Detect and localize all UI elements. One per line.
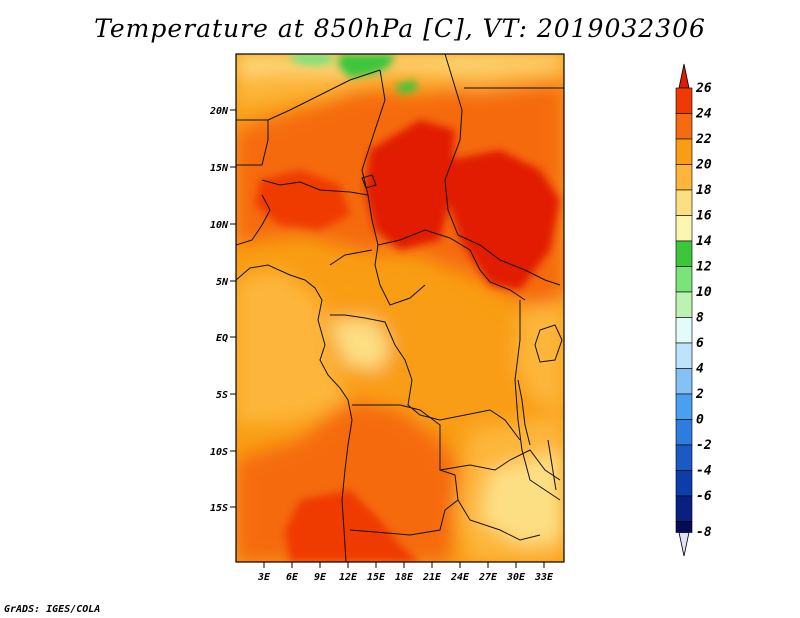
- colorbar-label: 14: [696, 234, 712, 249]
- colorbar-segment: [675, 444, 693, 471]
- colorbar-segment: [675, 291, 693, 318]
- colorbar-label: 4: [696, 362, 704, 377]
- colorbar-label: -8: [696, 525, 712, 540]
- lon-label-18e: 18E: [395, 572, 414, 583]
- latitude-axis: 20N 15N 10N 5N EQ 5S 10S 15S: [209, 106, 236, 514]
- coastline-west: [236, 264, 353, 562]
- border-angola: [349, 404, 459, 536]
- lake-chad: [361, 174, 377, 189]
- lat-label-15s: 15S: [210, 503, 228, 514]
- border-congo: [330, 314, 521, 441]
- colorbar-label: -6: [696, 489, 712, 504]
- lon-label-21e: 21E: [422, 572, 442, 583]
- lon-label-15e: 15E: [367, 572, 386, 583]
- lat-label-10s: 10S: [210, 447, 228, 458]
- border-car: [377, 229, 526, 301]
- colorbar-label: -4: [696, 464, 712, 479]
- colorbar-segment: [675, 317, 693, 344]
- colorbar-label: 10: [696, 285, 712, 300]
- lake-victoria: [534, 324, 563, 363]
- colorbar-segment: [675, 368, 693, 395]
- colorbar-segment: [675, 240, 693, 267]
- colorbar-segment: [675, 266, 693, 293]
- border-west-africa: [236, 119, 271, 246]
- colorbar-label: 0: [696, 413, 704, 428]
- colorbar-label: 8: [696, 311, 704, 326]
- lon-label-9e: 9E: [314, 572, 327, 583]
- border-chad-sudan: [444, 54, 463, 236]
- colorbar-segment: [675, 87, 693, 114]
- border-niger-chad: [361, 69, 386, 196]
- lake-tanganyika: [517, 379, 531, 446]
- colorbar-segment: [675, 393, 693, 420]
- colorbar-top-arrow: [678, 63, 690, 89]
- colorbar-segment: [675, 470, 693, 497]
- lat-label-20n: 20N: [209, 106, 229, 117]
- lon-label-12e: 12E: [339, 572, 358, 583]
- lat-label-eq: EQ: [216, 333, 228, 344]
- colorbar-label: 20: [695, 158, 712, 173]
- colorbar-segment: [675, 495, 693, 522]
- temperature-field: [236, 54, 564, 562]
- colorbar-segment: [675, 113, 693, 140]
- lat-label-5n: 5N: [216, 277, 229, 288]
- colorbar-label: 26: [695, 81, 712, 96]
- lat-label-10n: 10N: [210, 220, 229, 231]
- border-cameroon: [329, 194, 426, 306]
- lon-label-6e: 6E: [286, 572, 299, 583]
- lat-label-15n: 15N: [210, 163, 229, 174]
- lon-label-33e: 33E: [534, 572, 554, 583]
- map-frame: [235, 53, 565, 563]
- colorbar: 26 24 22 20 18 16 14 12 10 8 6 4 2 0 -2 …: [675, 63, 712, 557]
- map-title: Temperature at 850hPa [C], VT: 201903230…: [94, 14, 706, 43]
- colorbar-label: 2: [695, 387, 704, 402]
- colorbar-label: 22: [695, 132, 712, 147]
- colorbar-label: 18: [696, 183, 712, 198]
- colorbar-label: 12: [696, 260, 712, 275]
- border-south-sudan: [457, 87, 564, 286]
- colorbar-segment: [675, 419, 693, 446]
- colorbar-label: 16: [696, 209, 712, 224]
- colorbar-label: 24: [695, 107, 712, 122]
- colorbar-bottom-arrow: [678, 532, 690, 557]
- border-zambia: [439, 449, 561, 541]
- border-drc-east: [514, 300, 561, 501]
- lon-label-27e: 27E: [478, 572, 498, 583]
- lon-label-30e: 30E: [506, 572, 526, 583]
- colorbar-label: -2: [696, 438, 712, 453]
- colorbar-segment: [675, 342, 693, 369]
- colorbar-segment: [675, 138, 693, 165]
- lon-label-24e: 24E: [450, 572, 470, 583]
- country-borders: [236, 54, 564, 562]
- colorbar-segment: [675, 521, 693, 533]
- lake-malawi: [547, 439, 557, 491]
- colorbar-segment: [675, 189, 693, 216]
- colorbar-label: 6: [696, 336, 704, 351]
- lon-label-3e: 3E: [257, 572, 271, 583]
- colorbar-segment: [675, 164, 693, 191]
- colorbar-segment: [675, 215, 693, 242]
- lat-label-5s: 5S: [216, 390, 228, 401]
- longitude-axis: 3E 6E 9E 12E 15E 18E 21E 24E 27E 30E 33E: [257, 562, 554, 583]
- grads-credit: GrADS: IGES/COLA: [4, 604, 101, 615]
- border-nigeria: [261, 69, 381, 196]
